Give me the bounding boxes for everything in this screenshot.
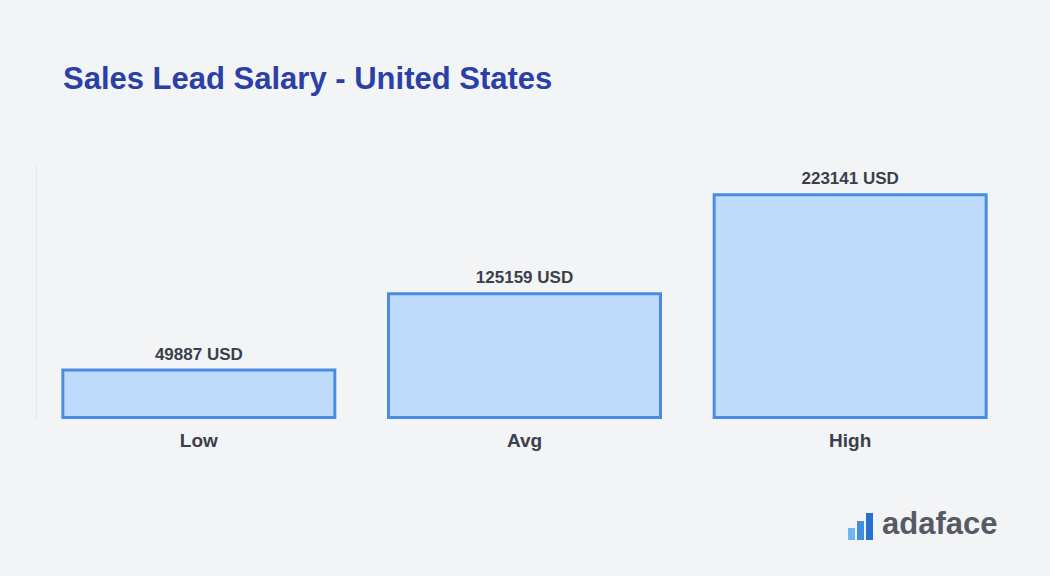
svg-text:adaface: adaface <box>882 506 997 541</box>
svg-text:Avg: Avg <box>507 430 542 451</box>
svg-text:223141 USD: 223141 USD <box>801 169 898 188</box>
svg-text:49887 USD: 49887 USD <box>155 345 243 364</box>
svg-text:Low: Low <box>180 430 218 451</box>
svg-text:High: High <box>829 430 871 451</box>
svg-text:Sales Lead Salary - United Sta: Sales Lead Salary - United States <box>63 61 552 96</box>
svg-text:125159 USD: 125159 USD <box>476 268 573 287</box>
